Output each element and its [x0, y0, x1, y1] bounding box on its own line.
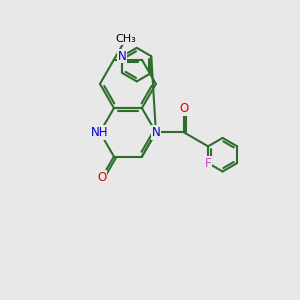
Text: O: O [98, 171, 107, 184]
Text: O: O [179, 102, 188, 115]
Text: NH: NH [91, 126, 109, 139]
Text: N: N [118, 50, 127, 63]
Text: F: F [205, 157, 211, 169]
Text: N: N [152, 126, 160, 139]
Text: CH₃: CH₃ [116, 34, 136, 44]
